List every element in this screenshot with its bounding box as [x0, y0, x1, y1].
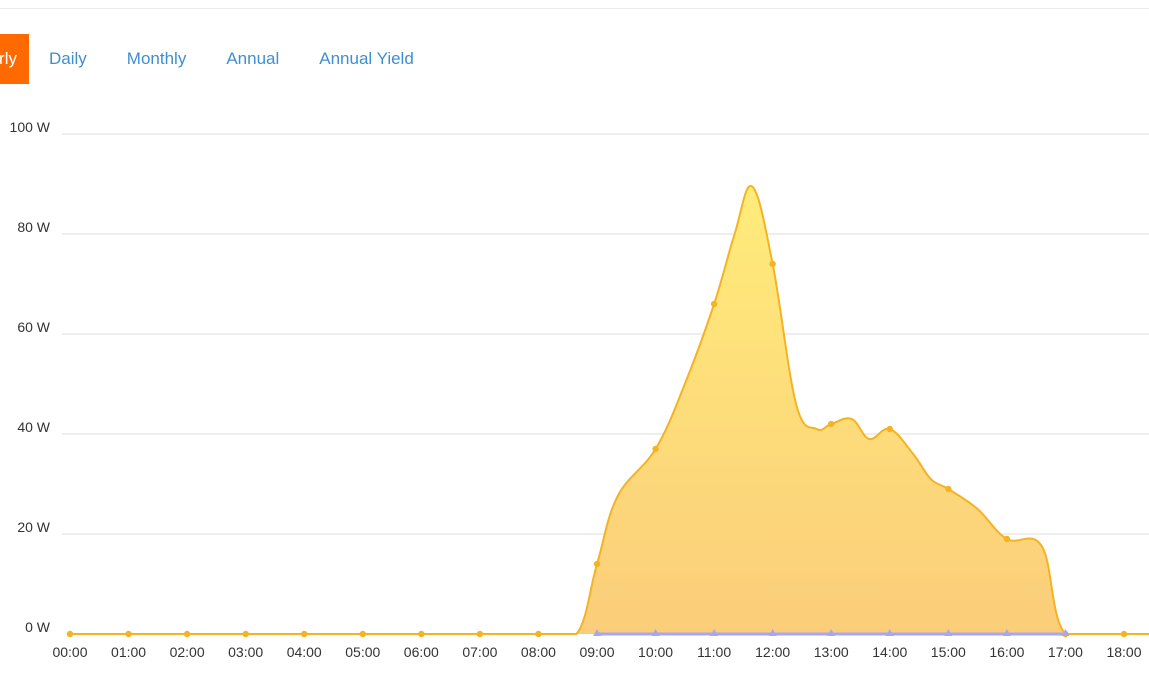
power-data-point — [535, 630, 542, 638]
tab-hourly[interactable]: Hourly — [0, 34, 29, 84]
x-tick-label: 03:00 — [228, 644, 263, 660]
secondary-data-point — [593, 629, 601, 636]
secondary-data-point — [1002, 629, 1011, 636]
y-tick-label: 80 W — [17, 219, 50, 235]
secondary-data-point — [768, 629, 777, 636]
x-tick-label: 15:00 — [931, 644, 966, 660]
period-tabs: Hourly Daily Monthly Annual Annual Yield — [0, 34, 434, 84]
x-tick-label: 05:00 — [345, 644, 380, 660]
secondary-data-point — [1061, 629, 1070, 636]
x-tick-label: 08:00 — [521, 644, 556, 660]
x-tick-label: 07:00 — [462, 644, 497, 660]
power-data-point — [1120, 630, 1128, 638]
power-data-point — [828, 420, 835, 428]
power-data-point — [593, 560, 601, 568]
power-data-point — [476, 630, 484, 638]
y-tick-label: 0 W — [25, 619, 51, 635]
area-fill — [70, 185, 1124, 635]
top-divider — [0, 8, 1149, 9]
x-tick-label: 14:00 — [872, 644, 907, 660]
x-tick-label: 04:00 — [287, 644, 322, 660]
x-tick-label: 11:00 — [697, 644, 731, 660]
power-data-point — [301, 630, 308, 638]
power-data-point — [710, 300, 718, 308]
y-tick-label: 100 W — [10, 119, 51, 135]
power-data-point — [183, 630, 191, 638]
y-tick-label: 20 W — [17, 519, 50, 535]
secondary-data-point — [885, 629, 894, 636]
tab-annual-yield[interactable]: Annual Yield — [319, 49, 414, 68]
x-tick-label: 00:00 — [52, 644, 87, 660]
x-tick-label: 16:00 — [989, 644, 1024, 660]
power-data-point — [66, 630, 74, 638]
power-data-point — [945, 485, 952, 493]
x-tick-label: 18:00 — [1106, 644, 1141, 660]
y-tick-label: 40 W — [17, 419, 50, 435]
x-tick-label: 17:00 — [1048, 644, 1083, 660]
secondary-data-point — [710, 629, 719, 636]
power-data-point — [652, 445, 659, 453]
power-series-line — [70, 185, 1124, 635]
secondary-data-point — [944, 629, 953, 636]
tab-monthly[interactable]: Monthly — [126, 49, 187, 68]
secondary-data-point — [651, 629, 660, 636]
power-data-point — [1003, 535, 1011, 543]
secondary-data-point — [827, 629, 836, 636]
x-tick-label: 09:00 — [579, 644, 614, 660]
tab-daily[interactable]: Daily — [49, 49, 87, 68]
x-tick-label: 12:00 — [755, 644, 790, 660]
power-data-point — [125, 630, 132, 638]
x-tick-label: 13:00 — [814, 644, 849, 660]
x-tick-label: 02:00 — [170, 644, 205, 660]
power-data-point — [886, 425, 893, 433]
power-data-point — [359, 630, 366, 638]
x-tick-label: 01:00 — [111, 644, 146, 660]
power-data-point — [242, 630, 249, 638]
tab-annual[interactable]: Annual — [226, 49, 280, 68]
power-data-point — [418, 630, 425, 638]
x-tick-label: 06:00 — [404, 644, 439, 660]
power-data-point — [769, 260, 776, 268]
y-tick-label: 60 W — [17, 319, 50, 335]
x-tick-label: 10:00 — [638, 644, 673, 660]
